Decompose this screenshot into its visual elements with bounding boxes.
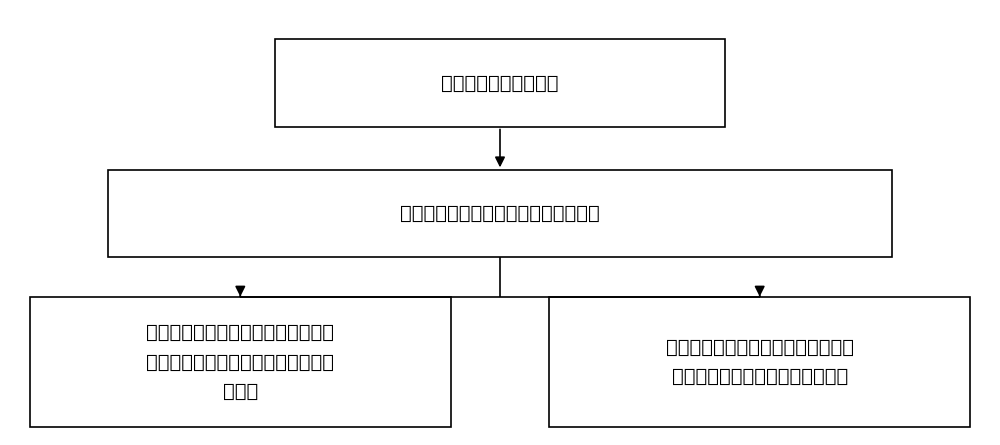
Text: 根据行驶状态为直线行驶，控制故障
电机的同轴对侧的电机与故障电机扭
矩相同: 根据行驶状态为直线行驶，控制故障 电机的同轴对侧的电机与故障电机扭 矩相同 [146, 323, 334, 401]
Text: 获取车辆的方向盘转角: 获取车辆的方向盘转角 [441, 73, 559, 93]
Bar [275, 39, 725, 126]
Bar [549, 297, 970, 428]
Bar [108, 170, 892, 257]
Bar [30, 297, 451, 428]
Text: 根据行驶状态为转向行驶，控制故障
电机的对角侧的电机进行故障降级: 根据行驶状态为转向行驶，控制故障 电机的对角侧的电机进行故障降级 [666, 338, 854, 386]
Text: 根据方向盘转角，确定车辆的行驶状态: 根据方向盘转角，确定车辆的行驶状态 [400, 204, 600, 223]
